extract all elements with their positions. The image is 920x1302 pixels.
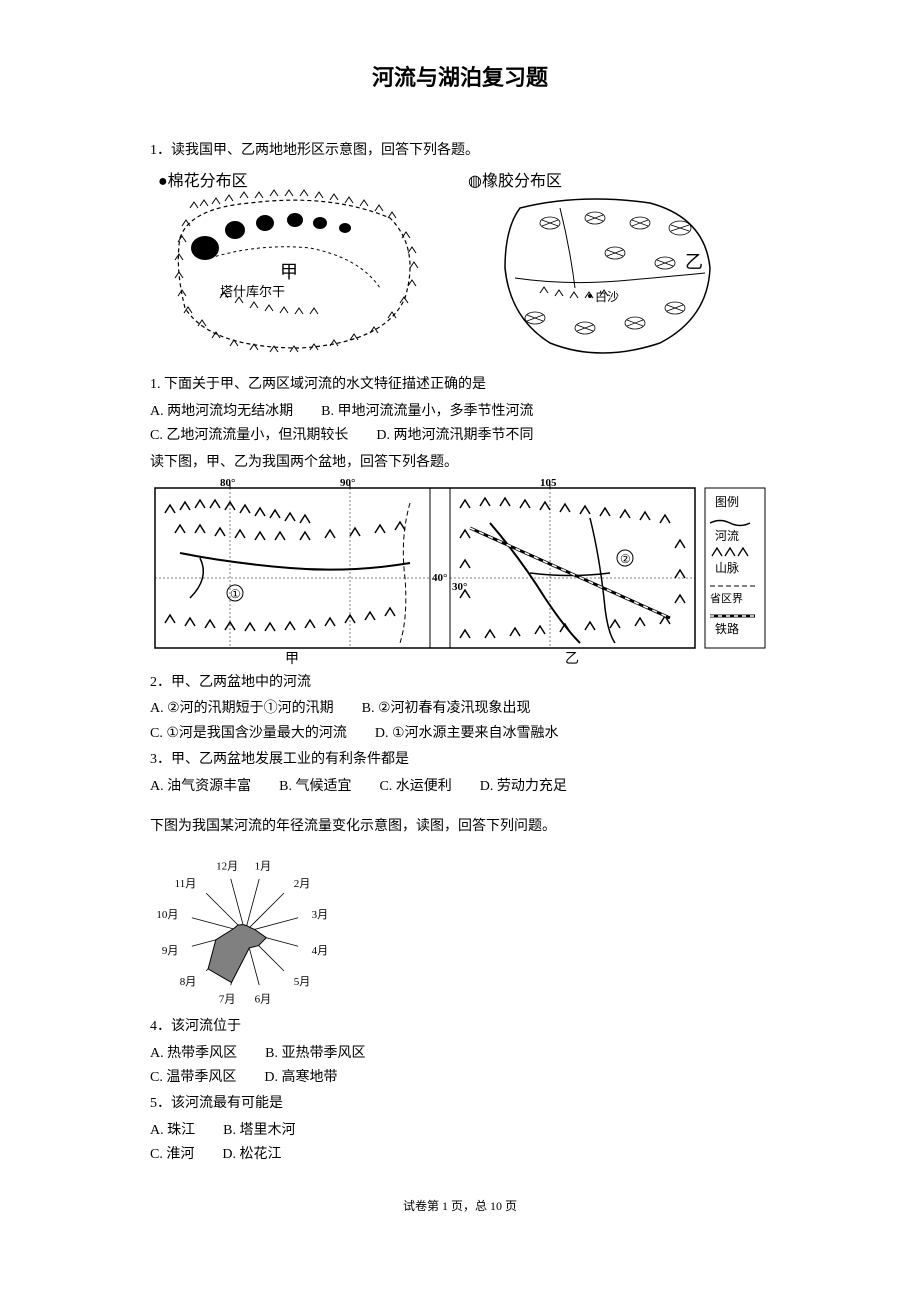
mapA-center: 甲 bbox=[280, 262, 298, 282]
svg-text:7月: 7月 bbox=[219, 994, 236, 1006]
legend-river: 河流 bbox=[715, 529, 739, 543]
q1-sub1-opts-1: A. 两地河流均无结冰期 B. 甲地河流流量小，多季节性河流 bbox=[150, 401, 770, 423]
q5-stem: 5．该河流最有可能是 bbox=[150, 1093, 770, 1115]
radar-chart: 1月 2月 3月 4月 5月 6月 7月 8月 9月 10月 11月 12月 bbox=[150, 842, 770, 1012]
radar-intro: 下图为我国某河流的年径流量变化示意图，读图，回答下列问题。 bbox=[150, 816, 770, 838]
q4-stem: 4．该河流位于 bbox=[150, 1016, 770, 1038]
q2-stem: 2．甲、乙两盆地中的河流 bbox=[150, 672, 770, 694]
page-title: 河流与湖泊复习题 bbox=[150, 60, 770, 92]
map-jia-cotton: ●棉花分布区 bbox=[150, 168, 430, 368]
q1-sub1: 1. 下面关于甲、乙两区域河流的水文特征描述正确的是 bbox=[150, 374, 770, 396]
mapA-label: ●棉花分布区 bbox=[158, 172, 248, 190]
circle2: ② bbox=[620, 552, 631, 566]
legend-rail: 铁路 bbox=[715, 621, 739, 636]
mapB-label: ◍橡胶分布区 bbox=[468, 172, 562, 190]
q1-sub1-opts-2: C. 乙地河流流量小，但汛期较长 D. 两地河流汛期季节不同 bbox=[150, 425, 770, 447]
map-row-2: 80° 90° 40° ① 甲 105 bbox=[150, 478, 770, 668]
legend-border: 省区界 bbox=[710, 592, 743, 605]
q5-line1: A. 珠江 B. 塔里木河 bbox=[150, 1120, 770, 1142]
svg-text:8月: 8月 bbox=[180, 976, 197, 988]
circle1: ① bbox=[230, 587, 241, 601]
svg-text:4月: 4月 bbox=[312, 945, 329, 957]
svg-text:6月: 6月 bbox=[255, 994, 272, 1006]
q1-intro2: 读下图，甲、乙为我国两个盆地，回答下列各题。 bbox=[150, 452, 770, 474]
legend-title: 图例 bbox=[715, 495, 739, 509]
svg-text:3月: 3月 bbox=[312, 909, 329, 921]
q3-stem: 3．甲、乙两盆地发展工业的有利条件都是 bbox=[150, 749, 770, 771]
q2-line1: A. ②河的汛期短于①河的汛期 B. ②河初春有凌汛现象出现 bbox=[150, 698, 770, 720]
q4-line2: C. 温带季风区 D. 高寒地带 bbox=[150, 1067, 770, 1089]
svg-text:5月: 5月 bbox=[294, 976, 311, 988]
lat40: 40° bbox=[432, 572, 447, 584]
map-yi-rubber: ◍橡胶分布区 bbox=[460, 168, 740, 368]
lon90: 90° bbox=[340, 478, 355, 489]
map-row-1: ●棉花分布区 bbox=[150, 168, 770, 368]
svg-text:9月: 9月 bbox=[162, 945, 179, 957]
q3-line1: A. 油气资源丰富 B. 气候适宜 C. 水运便利 D. 劳动力充足 bbox=[150, 776, 770, 798]
q5-line2: C. 淮河 D. 松花江 bbox=[150, 1144, 770, 1166]
page-footer: 试卷第 1 页，总 10 页 bbox=[150, 1197, 770, 1214]
svg-text:2月: 2月 bbox=[294, 879, 311, 891]
mapB-center: 乙 bbox=[685, 252, 703, 272]
lon105: 105 bbox=[540, 478, 557, 489]
svg-text:1月: 1月 bbox=[255, 861, 272, 873]
jia-label: 甲 bbox=[285, 652, 299, 667]
lon80: 80° bbox=[220, 478, 235, 489]
mapA-river: 塔什库尔干 bbox=[220, 284, 285, 299]
svg-text:10月: 10月 bbox=[156, 909, 178, 921]
q1-intro: 1．读我国甲、乙两地地形区示意图，回答下列各题。 bbox=[150, 140, 770, 162]
mapB-city: 白沙 bbox=[595, 289, 619, 304]
svg-text:12月: 12月 bbox=[216, 861, 238, 873]
q4-line1: A. 热带季风区 B. 亚热带季风区 bbox=[150, 1043, 770, 1065]
svg-text:11月: 11月 bbox=[175, 879, 197, 891]
yi-label: 乙 bbox=[565, 651, 579, 667]
q2-line2: C. ①河是我国含沙量最大的河流 D. ①河水源主要来自冰雪融水 bbox=[150, 723, 770, 745]
legend-mountain: 山脉 bbox=[715, 560, 739, 575]
